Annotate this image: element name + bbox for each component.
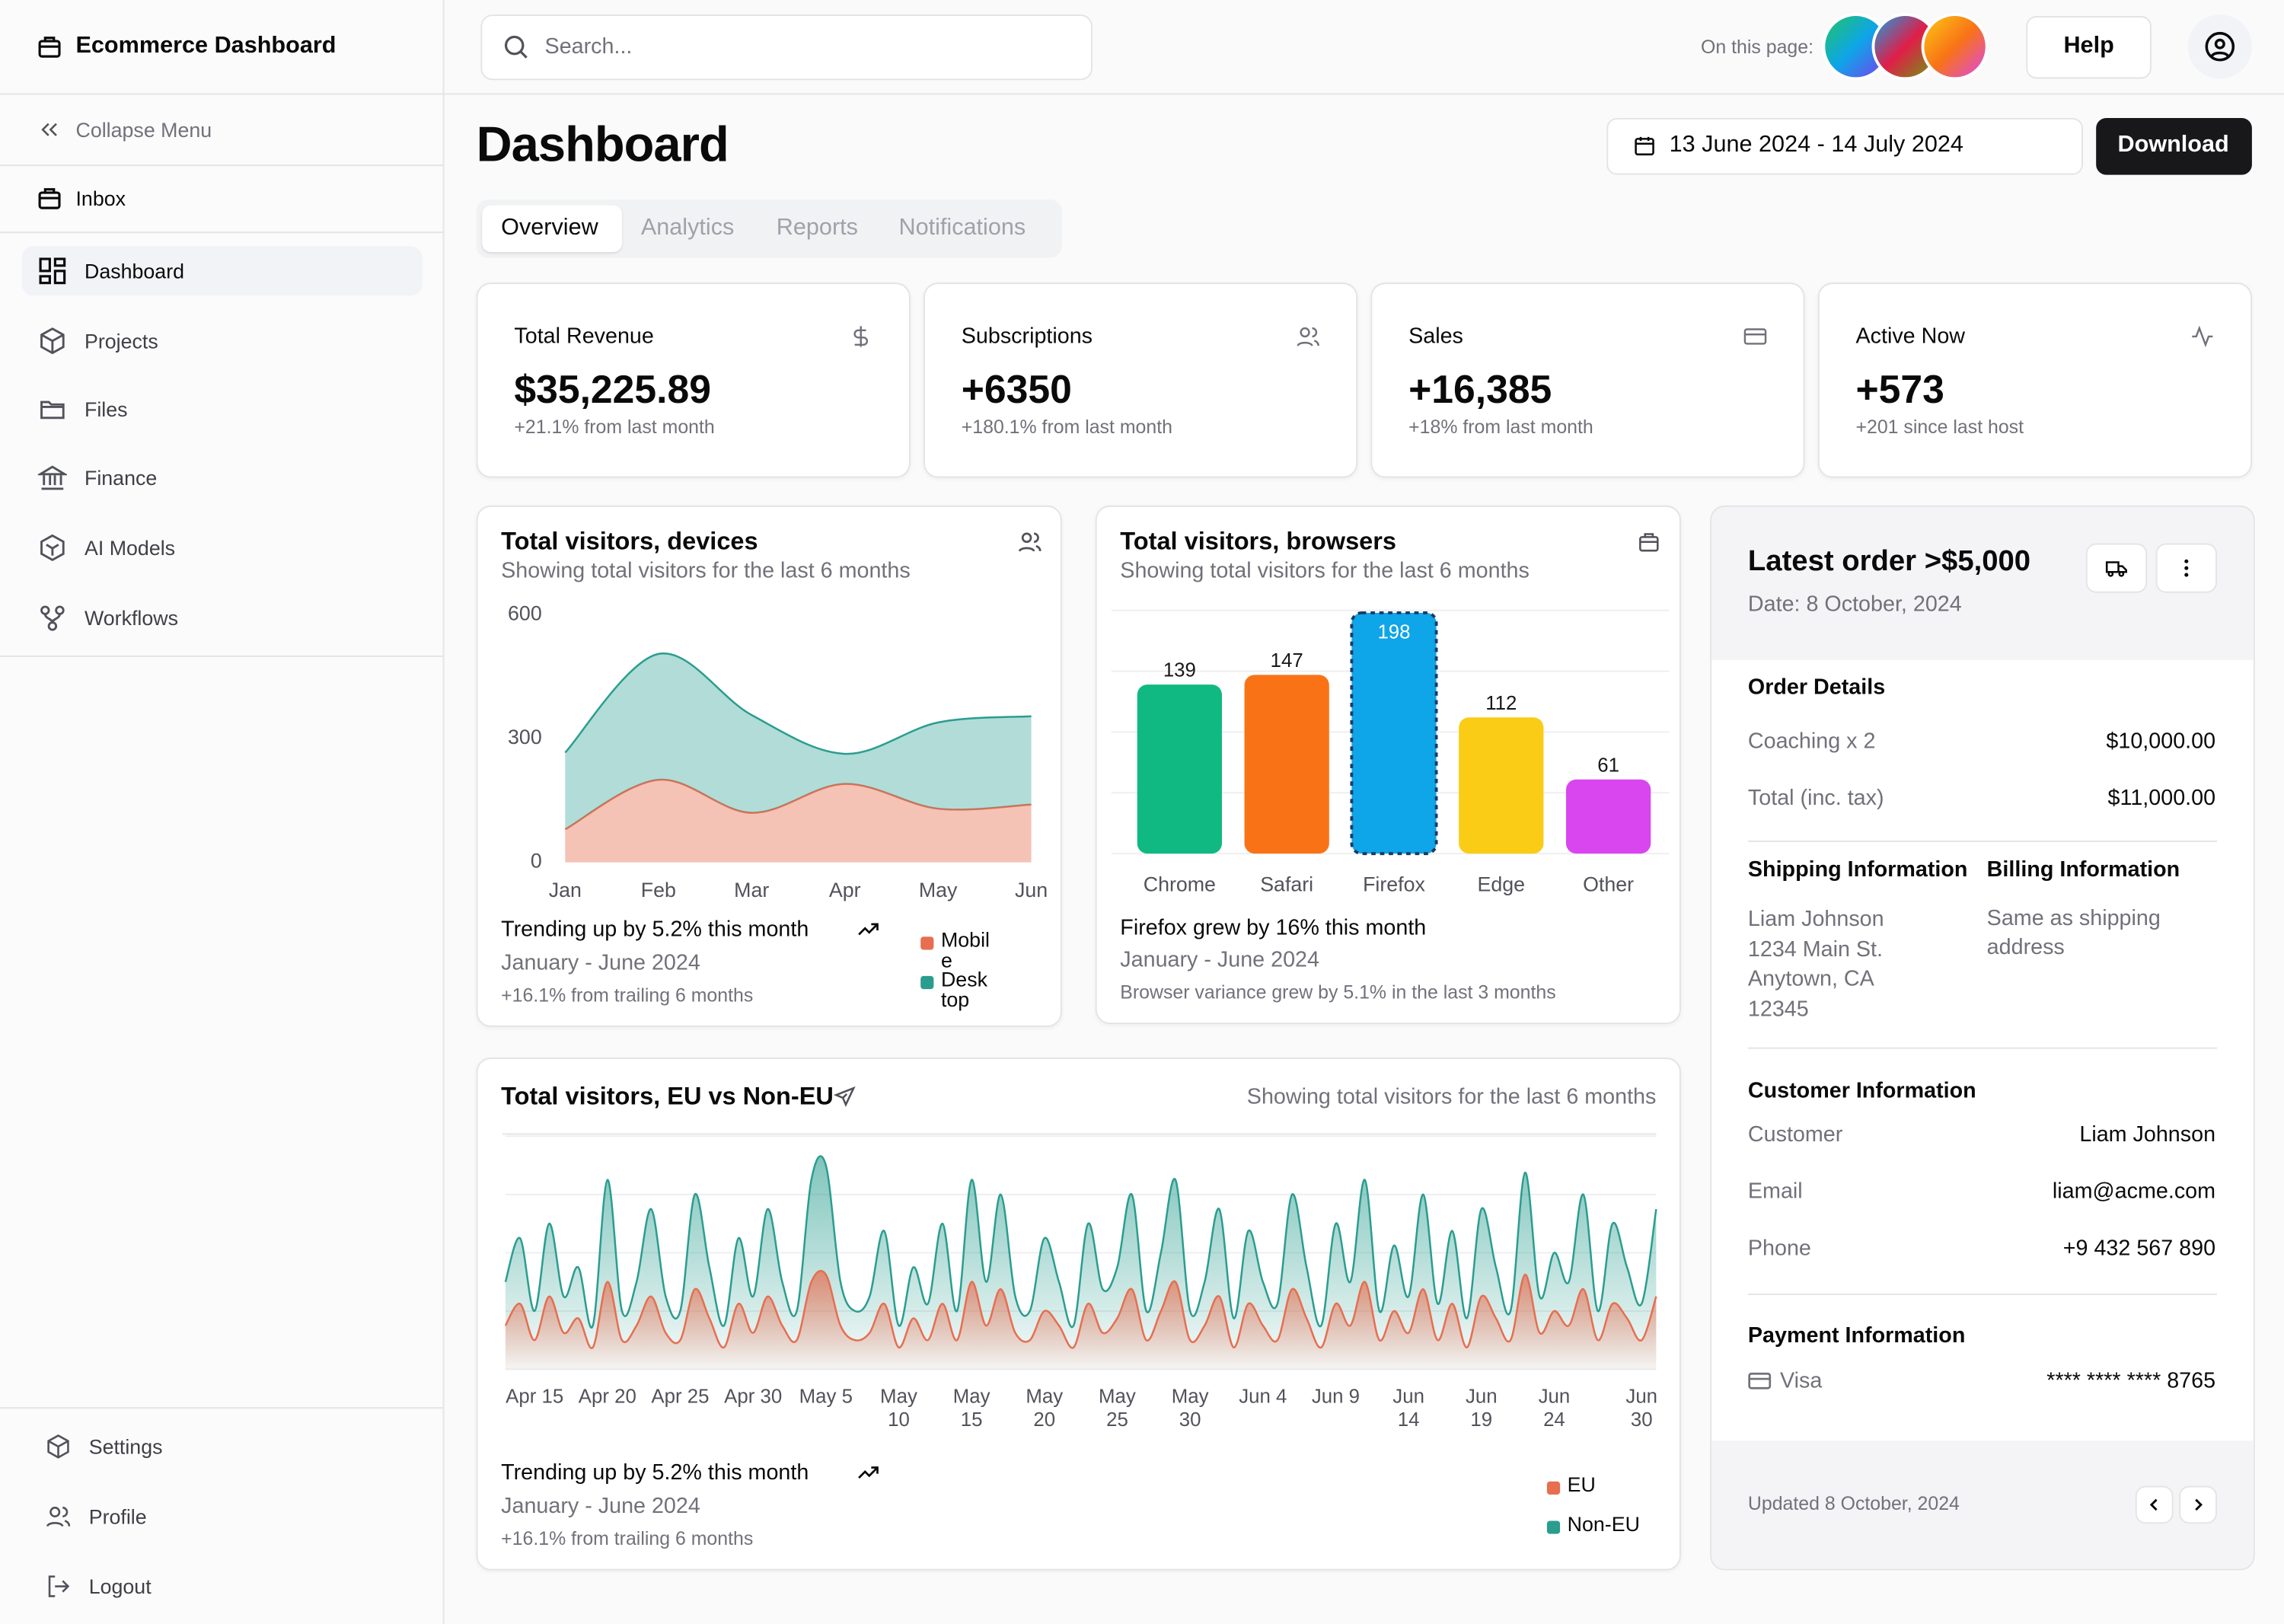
data-label: 61	[1597, 755, 1619, 776]
bar	[1351, 613, 1436, 853]
x-tick-label: Mar	[734, 879, 769, 901]
x-tick-label: Firefox	[1363, 873, 1425, 895]
bar	[1566, 780, 1651, 853]
x-tick-label: Apr	[829, 879, 861, 901]
data-label: 198	[1377, 621, 1410, 643]
x-tick-label: Chrome	[1144, 873, 1216, 895]
data-label: 139	[1163, 660, 1196, 681]
bar	[1137, 684, 1222, 853]
data-label: 112	[1485, 693, 1517, 714]
x-tick-label: Other	[1583, 873, 1634, 895]
x-tick-label: Jan	[549, 879, 582, 901]
x-tick-label: Feb	[641, 879, 676, 901]
data-label: 147	[1271, 650, 1303, 672]
y-tick-label: 600	[508, 601, 542, 624]
x-tick-label: Safari	[1260, 873, 1313, 895]
bar	[1459, 717, 1543, 853]
x-tick-label: Edge	[1478, 873, 1526, 895]
x-tick-label: May	[919, 879, 958, 901]
y-tick-label: 0	[531, 850, 542, 873]
y-tick-label: 300	[508, 726, 542, 748]
x-tick-label: Jun	[1015, 879, 1048, 901]
bar	[1245, 675, 1329, 853]
